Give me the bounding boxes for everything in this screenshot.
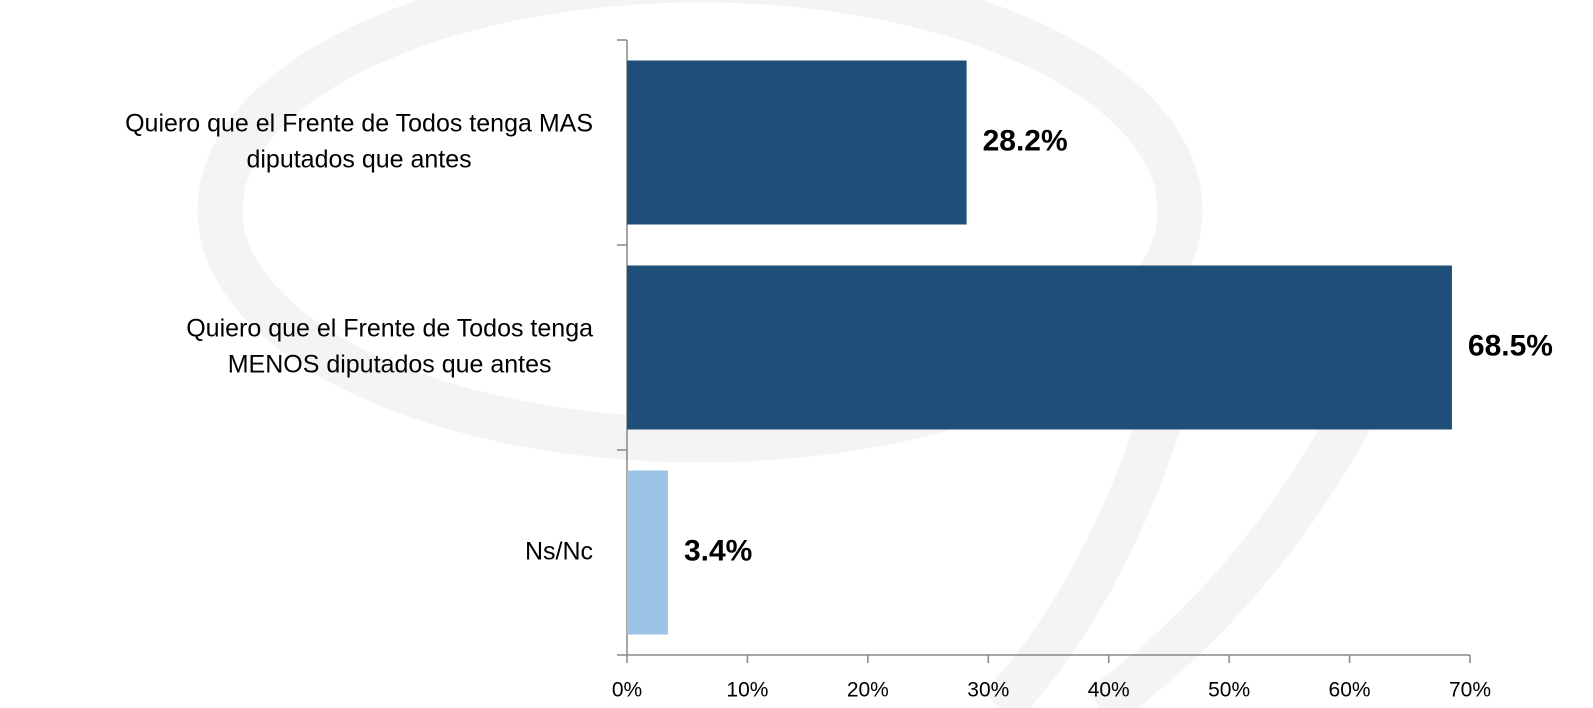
category-label: Quiero que el Frente de Todos tenga MAS d…: [125, 109, 593, 173]
x-tick-label: 10%: [726, 679, 768, 702]
watermark: [197, 0, 1370, 708]
value-label: 28.2%: [983, 124, 1068, 157]
value-label: 68.5%: [1468, 329, 1553, 362]
category-label: Ns/Nc: [525, 537, 593, 565]
category-label: Quiero que el Frente de Todos tenga MENOS…: [186, 314, 593, 378]
x-tick-label: 20%: [847, 679, 889, 702]
x-tick-label: 60%: [1329, 679, 1371, 702]
bar: [627, 470, 668, 635]
bar: [627, 265, 1452, 430]
x-tick-label: 40%: [1088, 679, 1130, 702]
x-tick-label: 0%: [612, 679, 642, 702]
value-label: 3.4%: [684, 534, 752, 567]
x-tick-label: 30%: [967, 679, 1009, 702]
x-tick-label: 70%: [1449, 679, 1491, 702]
x-tick-label: 50%: [1208, 679, 1250, 702]
bar: [627, 60, 967, 225]
